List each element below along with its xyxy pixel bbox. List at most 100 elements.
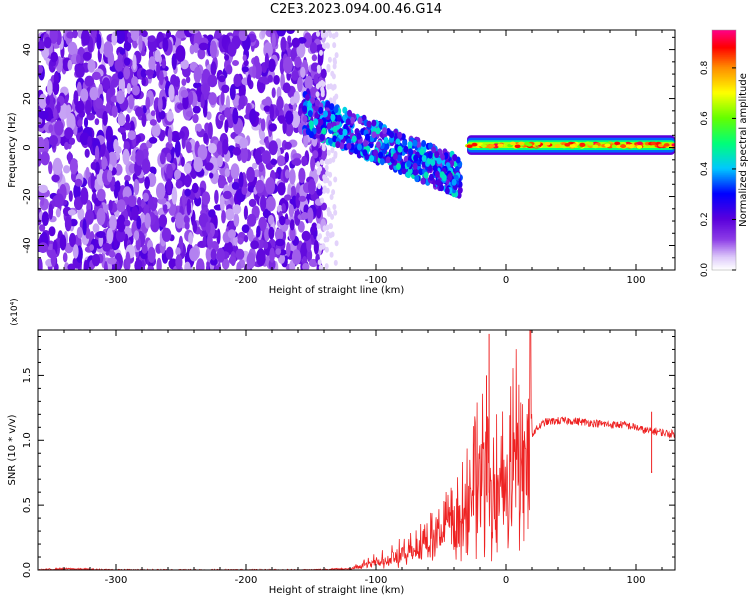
colorbar-swatch <box>712 38 736 41</box>
bottom-panel-x-tick-label: 0 <box>503 575 509 586</box>
heatmap-cell <box>175 45 186 62</box>
colorbar-swatch <box>712 56 736 59</box>
colorbar-swatch <box>712 78 736 81</box>
heatmap-cell <box>216 140 223 155</box>
colorbar-swatch <box>712 142 736 145</box>
heatmap-cell <box>329 103 335 111</box>
heatmap-cell <box>262 208 271 219</box>
heatmap-cell <box>286 30 295 34</box>
heatmap-cell <box>124 180 130 188</box>
heatmap-cell <box>110 184 115 192</box>
top-panel-y-axis-label: Frequency (Hz) <box>7 112 18 188</box>
heatmap-cell <box>324 164 329 171</box>
heatmap-cell <box>45 95 51 106</box>
colorbar-swatch <box>712 40 736 43</box>
heatmap-cell <box>72 30 78 39</box>
heatmap-cell <box>131 85 140 96</box>
heatmap-cell <box>284 218 291 225</box>
heatmap-cell <box>285 110 294 125</box>
heatmap-cell <box>238 95 245 110</box>
heatmap-cell <box>434 170 440 178</box>
bottom-panel-y-tick-label: 1.5 <box>22 367 33 383</box>
heatmap-cell <box>289 168 296 185</box>
colorbar-swatch <box>712 152 736 155</box>
heatmap-cell <box>76 54 81 64</box>
heatmap-cell <box>77 119 83 127</box>
heatmap-cell <box>161 58 167 69</box>
heatmap-cell <box>38 184 48 194</box>
heatmap-cell <box>147 246 156 263</box>
colorbar-swatch <box>712 90 736 93</box>
heatmap-cell <box>69 158 78 175</box>
heatmap-cell <box>166 152 172 162</box>
heatmap-cell <box>412 162 418 170</box>
heatmap-cell <box>250 240 259 250</box>
heatmap-cell <box>260 194 267 212</box>
heatmap-cell <box>142 105 147 114</box>
heatmap-cell <box>291 37 300 48</box>
heatmap-cell <box>193 42 199 54</box>
heatmap-cell <box>105 125 113 144</box>
heatmap-cell <box>324 31 329 38</box>
heatmap-cell <box>330 147 335 154</box>
colorbar-swatch <box>712 158 736 161</box>
heatmap-cell <box>198 42 209 51</box>
colorbar-swatch <box>712 184 736 187</box>
heatmap-cell <box>253 55 260 67</box>
heatmap-cell <box>497 143 504 148</box>
colorbar-swatch <box>712 250 736 253</box>
heatmap-cell <box>182 94 189 110</box>
heatmap-cell <box>441 174 447 182</box>
heatmap-cell <box>260 118 266 132</box>
heatmap-cell <box>175 254 183 270</box>
bottom-panel-frame <box>37 329 676 571</box>
heatmap-cell <box>307 207 314 224</box>
colorbar-swatch <box>712 198 736 201</box>
heatmap-cell <box>397 145 403 153</box>
colorbar-swatch <box>712 200 736 203</box>
heatmap-cell <box>132 54 137 70</box>
heatmap-cell <box>87 135 92 148</box>
heatmap-cell <box>334 93 339 100</box>
heatmap-cell <box>258 162 264 173</box>
heatmap-cell <box>90 161 97 170</box>
heatmap-cell <box>59 234 67 251</box>
heatmap-cell <box>373 149 379 157</box>
heatmap-cell <box>587 141 594 146</box>
heatmap-cell <box>241 66 249 73</box>
heatmap-cell <box>246 166 255 183</box>
heatmap-cell <box>317 67 321 74</box>
heatmap-cell <box>332 83 337 90</box>
heatmap-cell <box>230 163 240 180</box>
heatmap-cell <box>115 30 126 44</box>
heatmap-cell <box>108 199 113 212</box>
top-panel-y-tick-label: 0 <box>22 144 33 150</box>
heatmap-cell <box>203 83 208 101</box>
colorbar-swatch <box>712 212 736 215</box>
heatmap-cell <box>193 156 203 173</box>
heatmap-cell <box>284 169 290 179</box>
heatmap-cell <box>301 230 311 242</box>
top-panel-y-tick-label: 20 <box>22 92 33 105</box>
heatmap-cell <box>270 158 278 166</box>
heatmap-cell <box>271 87 276 98</box>
chart-title: C2E3.2023.094.00.46.G14 <box>269 2 443 17</box>
heatmap-cell <box>282 119 287 135</box>
heatmap-cell <box>357 143 362 151</box>
heatmap-cell <box>306 248 313 262</box>
heatmap-cell <box>48 124 54 133</box>
heatmap-cell <box>375 127 381 135</box>
heatmap-cell <box>123 57 131 66</box>
heatmap-cell <box>274 228 284 242</box>
heatmap-cell <box>328 171 333 178</box>
heatmap-cell <box>326 122 332 130</box>
colorbar-swatch <box>712 206 736 209</box>
heatmap-cell <box>73 90 79 106</box>
heatmap-cell <box>85 166 90 180</box>
heatmap-cell <box>107 151 117 168</box>
heatmap-cell <box>72 244 79 259</box>
heatmap-cell <box>77 208 85 220</box>
colorbar-swatch <box>712 74 736 77</box>
heatmap-cell <box>369 155 375 162</box>
heatmap-cell <box>271 32 276 50</box>
